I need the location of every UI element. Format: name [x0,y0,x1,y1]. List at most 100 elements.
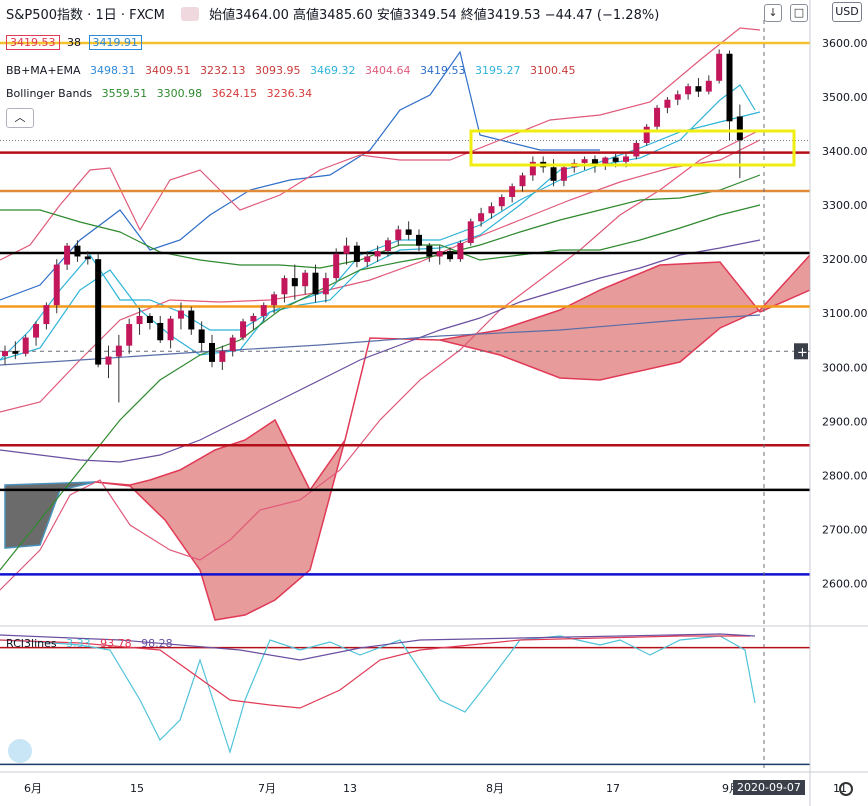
candle-body [426,245,433,257]
chevron-down-icon[interactable]: ↓ [764,4,782,22]
candle-body [529,161,536,176]
candle-body [560,167,567,181]
candle-body [177,310,184,319]
bid-price-box[interactable]: 3419.53 [6,35,60,50]
candle-body [209,342,215,362]
candle-body [519,175,526,187]
candle-body [33,324,40,338]
ichimoku-cloud-bear [4,481,96,549]
candle-body [395,229,402,241]
indicator-line [0,239,761,463]
y-tick-label: 3100.00 [822,307,868,320]
indicator-value: 3419.53 [420,64,466,77]
candle-body [312,272,319,295]
candle-body [353,245,360,262]
y-tick-label: 2900.00 [822,415,868,428]
candle-body [695,86,702,92]
highlight-box [469,129,796,167]
currency-selector[interactable]: USD [832,2,862,22]
y-tick-label: 3200.00 [822,253,868,266]
rci-line [0,635,756,755]
candle-body [240,321,247,338]
indicator-value: 3195.27 [475,64,521,77]
symbol-title[interactable]: S&P500指数 · 1日 · FXCM [6,8,165,23]
candle-body [612,157,619,162]
candle-body [219,351,226,362]
legend-bollinger[interactable]: Bollinger Bands 3559.51 3300.98 3624.15 … [6,87,318,100]
maximize-icon[interactable]: □ [790,4,808,22]
ask-price-box[interactable]: 3419.91 [88,35,142,50]
candle-body [436,251,443,257]
indicator-line [0,27,761,261]
candle-body [126,324,133,346]
candle-body [384,240,391,252]
x-tick-label: 13 [343,782,357,795]
x-tick-label: 8月 [486,782,504,795]
indicator-line [0,111,761,361]
candle-body [136,315,143,325]
plus-icon: + [797,345,808,360]
legend-rci[interactable]: RCI3lines 3.33 93.78 98.28 [6,637,179,650]
candle-body [198,329,205,343]
candle-body [509,186,516,198]
candle-body [633,142,640,157]
candle-body [498,197,505,207]
y-tick-label: 3300.00 [822,199,868,212]
chart-header: S&P500指数 · 1日 · FXCM 始値3464.00 高値3485.60… [6,4,659,23]
rci-line [0,633,756,661]
candle-body [188,310,195,330]
spread-value: 38 [67,36,81,49]
candle-body [643,126,650,143]
candle-body [405,229,412,235]
x-tick-label: 17 [606,782,620,795]
y-tick-label: 3000.00 [822,361,868,374]
indicator-name: BB+MA+EMA [6,64,81,77]
candle-body [726,53,733,122]
candle-body [250,315,257,322]
indicator-name: Bollinger Bands [6,87,93,100]
indicator-value: 3093.95 [255,64,301,77]
candle-body [22,337,29,354]
add-level-button [794,343,808,360]
candle-body [53,264,60,306]
candle-body [12,351,19,354]
candle-body [457,242,464,260]
indicator-value: 3236.34 [266,87,313,100]
candle-body [2,351,8,356]
collapse-legend-button[interactable]: ︿ [6,108,34,128]
candle-body [146,315,153,323]
candle-body [84,256,91,260]
indicator-value: 3.33 [66,637,91,650]
x-tick-label: 6月 [24,782,42,795]
candle-body [467,221,474,243]
indicator-value: 3100.45 [530,64,576,77]
legend-bbmaema[interactable]: BB+MA+EMA 3498.31 3409.51 3232.13 3093.9… [6,64,582,77]
indicator-name: RCI3lines [6,637,57,650]
indicator-line [0,50,600,301]
indicator-value: 3300.98 [156,87,203,100]
candle-body [105,356,112,365]
candle-body [302,272,309,287]
crosshair-date-label: 2020-09-07 [733,780,805,795]
indicator-line [0,139,761,413]
indicator-value: 3404.64 [365,64,411,77]
indicator-value: 3498.31 [90,64,136,77]
indicator-value: 3624.15 [211,87,258,100]
y-tick-label: 3600.00 [822,37,868,50]
visibility-toggle-icon[interactable] [180,7,199,21]
x-tick-label: 7月 [258,782,276,795]
y-tick-label: 3500.00 [822,91,868,104]
indicator-line [0,174,761,571]
candle-body [581,159,588,163]
candle-body [229,337,236,352]
candle-body [716,53,723,81]
candle-body [705,80,712,92]
candle-body [64,245,71,265]
candle-body [260,305,267,316]
y-tick-label: 2700.00 [822,523,868,536]
indicator-line [0,84,756,361]
candle-body [364,256,371,262]
indicator-value: 98.28 [141,637,173,650]
indicator-value: 3559.51 [101,87,148,100]
